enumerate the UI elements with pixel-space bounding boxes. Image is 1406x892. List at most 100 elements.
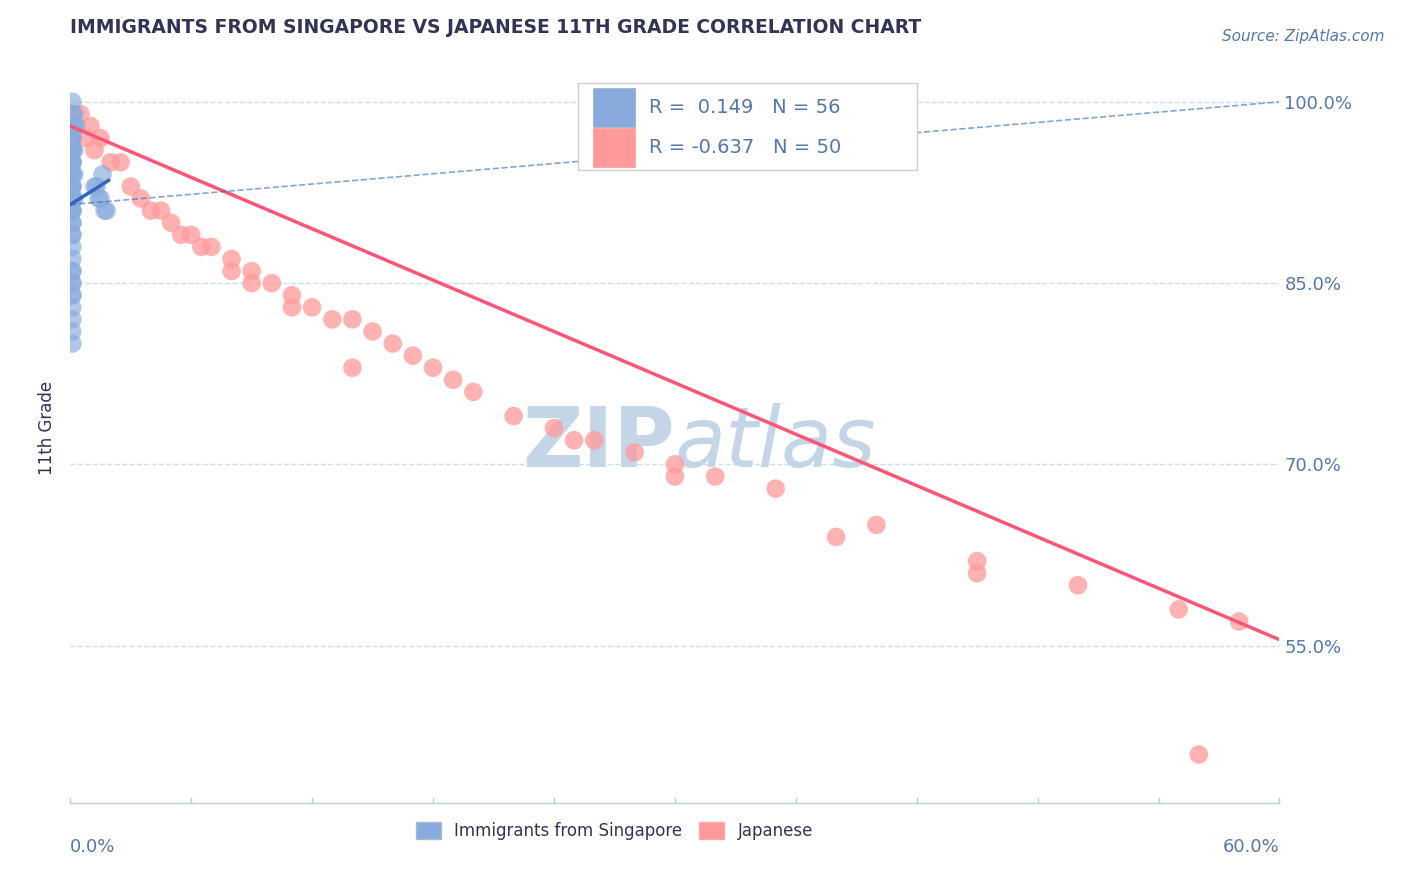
Point (110, 155, 132, 169)
Point (60, 131, 83, 145)
Point (60, 301, 83, 315)
Legend: Immigrants from Singapore, Japanese: Immigrants from Singapore, Japanese (409, 815, 820, 847)
Point (83, 143, 105, 157)
Text: Source: ZipAtlas.com: Source: ZipAtlas.com (1222, 29, 1385, 44)
Point (60, 131, 83, 145)
Point (301, 301, 323, 315)
Point (502, 409, 524, 423)
Point (129, 192, 152, 206)
Point (60, 288, 83, 302)
Point (75, 131, 97, 145)
Point (60, 192, 83, 206)
Point (765, 482, 787, 496)
Point (1067, 578, 1090, 592)
Point (150, 203, 173, 218)
Point (60, 179, 83, 194)
Point (260, 276, 283, 290)
Point (60, 216, 83, 230)
Point (441, 373, 464, 387)
Point (60, 155, 83, 169)
Point (93, 203, 115, 218)
Point (63, 167, 86, 181)
Point (79, 119, 101, 133)
Point (422, 360, 444, 375)
Text: 60.0%: 60.0% (1223, 838, 1279, 855)
Point (86, 179, 108, 194)
Point (463, 384, 485, 399)
Point (60, 216, 83, 230)
Point (90, 131, 111, 145)
Point (1167, 602, 1189, 616)
Point (281, 301, 304, 315)
Point (96, 203, 118, 218)
Point (543, 421, 565, 435)
Point (60, 264, 83, 278)
Point (60, 192, 83, 206)
Point (60, 155, 83, 169)
Point (60, 192, 83, 206)
Point (69, 107, 91, 121)
Point (342, 360, 364, 375)
Point (63, 192, 86, 206)
Point (221, 264, 243, 278)
Text: 0.0%: 0.0% (70, 838, 115, 855)
Point (60, 95, 83, 109)
Point (60, 336, 83, 351)
FancyBboxPatch shape (593, 88, 636, 127)
Point (60, 252, 83, 266)
Point (704, 469, 727, 483)
Point (342, 312, 364, 326)
Text: ZIP: ZIP (523, 402, 675, 483)
Point (825, 530, 848, 544)
Point (381, 336, 404, 351)
Point (60, 155, 83, 169)
Point (60, 203, 83, 218)
Point (240, 276, 263, 290)
Point (402, 349, 425, 363)
Point (966, 566, 988, 581)
Point (60, 179, 83, 194)
Point (139, 203, 162, 218)
Point (60, 167, 83, 181)
Point (91, 167, 114, 181)
Point (63, 107, 86, 121)
Point (83, 179, 105, 194)
Point (190, 240, 212, 254)
Point (60, 264, 83, 278)
Point (60, 203, 83, 218)
Point (321, 312, 343, 326)
Point (562, 434, 585, 448)
Point (60, 167, 83, 181)
Y-axis label: 11th Grade: 11th Grade (38, 381, 56, 475)
Point (1188, 747, 1211, 762)
Point (60, 179, 83, 194)
Point (60, 107, 83, 121)
Point (664, 469, 686, 483)
Text: atlas: atlas (675, 402, 876, 483)
Point (60, 325, 83, 339)
Point (65, 119, 87, 133)
Point (87, 192, 110, 206)
Point (63, 143, 86, 157)
Point (583, 434, 606, 448)
Point (60, 312, 83, 326)
Point (60, 119, 83, 133)
Point (60, 240, 83, 254)
FancyBboxPatch shape (578, 84, 917, 169)
Point (60, 203, 83, 218)
Point (966, 554, 988, 568)
Point (90, 192, 111, 206)
Point (160, 216, 183, 230)
Text: R = -0.637   N = 50: R = -0.637 N = 50 (650, 137, 842, 157)
Point (623, 445, 645, 459)
Point (865, 517, 887, 532)
Point (60, 119, 83, 133)
Text: R =  0.149   N = 56: R = 0.149 N = 56 (650, 98, 841, 117)
Point (60, 143, 83, 157)
Point (60, 276, 83, 290)
Point (100, 155, 122, 169)
Point (281, 288, 304, 302)
Point (361, 325, 384, 339)
Text: IMMIGRANTS FROM SINGAPORE VS JAPANESE 11TH GRADE CORRELATION CHART: IMMIGRANTS FROM SINGAPORE VS JAPANESE 11… (70, 18, 921, 37)
Point (60, 227, 83, 242)
